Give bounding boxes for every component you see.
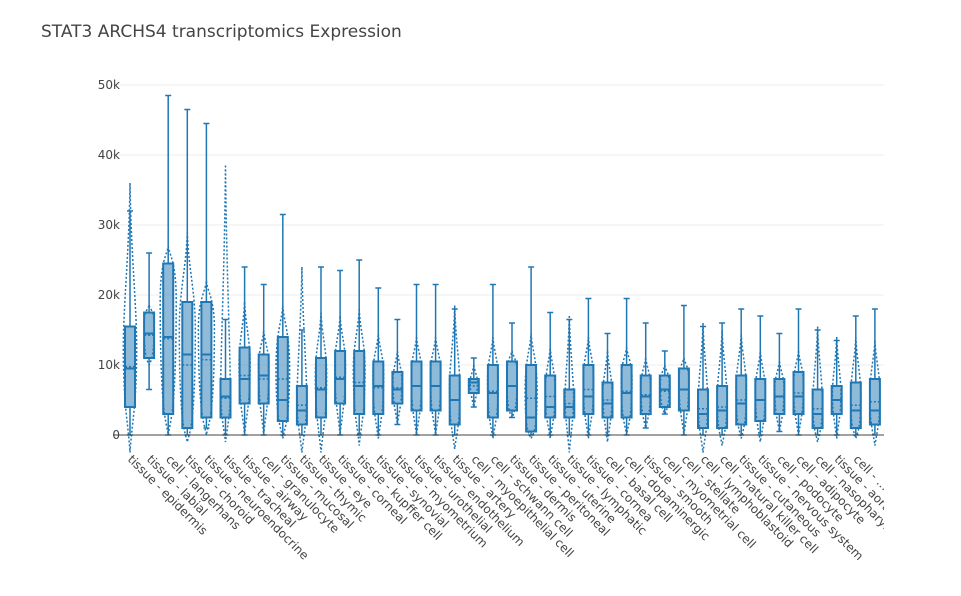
box-3[interactable] [178, 108, 197, 443]
box-28[interactable] [658, 350, 671, 416]
box-20[interactable] [506, 322, 518, 420]
box-17[interactable] [448, 305, 461, 450]
y-tick-label: 40k [98, 148, 120, 162]
box-22[interactable] [544, 311, 557, 439]
violin-outline [352, 308, 366, 446]
box-12[interactable] [352, 259, 366, 446]
box-4[interactable] [197, 122, 216, 436]
y-tick-label: 20k [98, 288, 120, 302]
violin-outline [178, 231, 197, 443]
violin-outline [448, 305, 461, 450]
y-tick-label: 10k [98, 358, 120, 372]
violin-outline [735, 333, 748, 439]
box-10[interactable] [314, 266, 328, 453]
box-13[interactable] [372, 287, 385, 439]
box-38[interactable] [849, 315, 862, 442]
violin-outline [122, 182, 138, 453]
violin-outline [831, 336, 842, 439]
violin-outline [219, 165, 232, 443]
box-21[interactable] [524, 266, 538, 441]
violin-outline [754, 350, 766, 443]
box-0[interactable] [122, 182, 138, 453]
box-6[interactable] [238, 266, 251, 436]
violin-outline [869, 340, 881, 446]
box-33[interactable] [754, 315, 767, 443]
y-tick-label: 30k [98, 218, 120, 232]
y-tick-label: 50k [98, 78, 120, 92]
box-8[interactable] [275, 213, 291, 439]
violin-outline [602, 350, 613, 443]
box-11[interactable] [333, 269, 347, 436]
box-2[interactable] [159, 94, 177, 436]
violin-outline [159, 245, 177, 436]
chart-title: STAT3 ARCHS4 transcriptomics Expression [41, 22, 402, 42]
violin-outline [296, 266, 308, 453]
box-1[interactable] [143, 252, 156, 391]
box-18[interactable] [467, 357, 480, 408]
box-16[interactable] [429, 283, 442, 436]
box-37[interactable] [830, 336, 843, 439]
box-14[interactable] [391, 318, 404, 426]
box-9[interactable] [295, 266, 308, 453]
box-19[interactable] [486, 283, 500, 439]
violin-outline [469, 364, 479, 408]
violin-outline [812, 326, 824, 443]
box-24[interactable] [582, 297, 595, 439]
violin-outline [564, 315, 575, 453]
box-31[interactable] [716, 322, 729, 446]
box-23[interactable] [563, 315, 576, 453]
box-5[interactable] [219, 165, 232, 443]
box-34[interactable] [773, 332, 786, 433]
box-25[interactable] [601, 332, 614, 443]
box-7[interactable] [257, 283, 270, 436]
violin-outline [716, 329, 728, 446]
box-30[interactable] [697, 322, 709, 453]
box-15[interactable] [410, 283, 423, 436]
box-series [122, 94, 881, 453]
box-32[interactable] [735, 308, 748, 439]
box-36[interactable] [811, 326, 824, 443]
box-39[interactable] [868, 308, 881, 446]
box-26[interactable] [620, 297, 633, 436]
violin-outline [697, 322, 709, 453]
box-27[interactable] [639, 322, 652, 429]
box-35[interactable] [792, 308, 805, 436]
box-29[interactable] [677, 304, 690, 436]
